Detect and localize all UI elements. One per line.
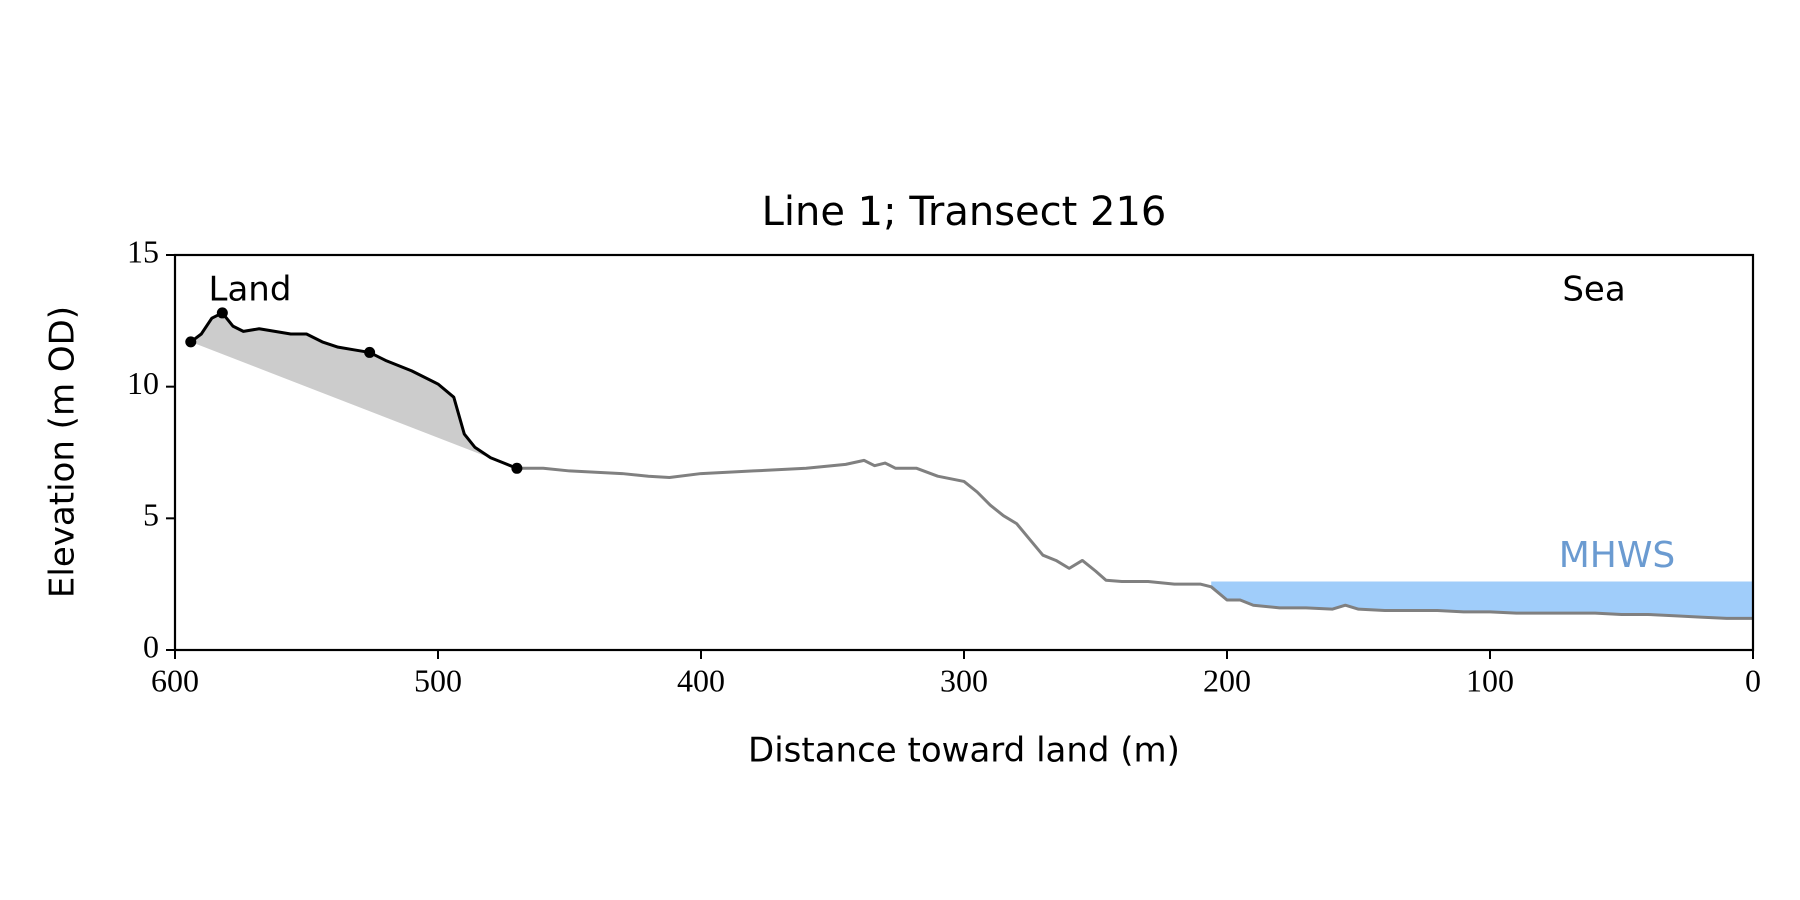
x-tick-label: 500 bbox=[414, 662, 462, 698]
x-tick-label: 200 bbox=[1203, 662, 1251, 698]
mhws-band bbox=[1211, 581, 1753, 619]
annotation: Land bbox=[209, 270, 292, 310]
point bbox=[364, 346, 376, 358]
x-tick-label: 300 bbox=[940, 662, 988, 698]
y-tick-label: 5 bbox=[143, 497, 159, 533]
point bbox=[511, 462, 523, 474]
mhws-label: MHWS bbox=[1559, 535, 1676, 576]
y-tick-label: 15 bbox=[127, 233, 159, 269]
x-axis-label: Distance toward land (m) bbox=[748, 731, 1180, 771]
chart-title: Line 1; Transect 216 bbox=[762, 189, 1167, 235]
y-axis-label: Elevation (m OD) bbox=[43, 306, 83, 598]
cliff-area bbox=[190, 312, 517, 469]
x-tick-label: 0 bbox=[1745, 662, 1761, 698]
y-tick-label: 10 bbox=[127, 365, 159, 401]
annotation: Sea bbox=[1562, 270, 1625, 310]
x-tick-label: 600 bbox=[151, 662, 199, 698]
profile-line bbox=[189, 311, 518, 470]
x-tick-label: 100 bbox=[1466, 662, 1514, 698]
y-tick-label: 0 bbox=[143, 628, 159, 664]
x-tick-label: 400 bbox=[677, 662, 725, 698]
point bbox=[216, 307, 228, 319]
profile-line bbox=[516, 458, 1753, 620]
point bbox=[185, 336, 197, 348]
